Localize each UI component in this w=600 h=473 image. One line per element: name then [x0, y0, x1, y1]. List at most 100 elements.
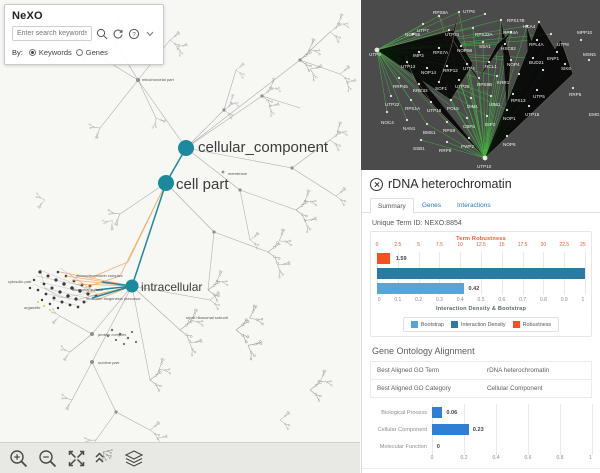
svg-text:RPS8A: RPS8A	[433, 10, 449, 15]
gene-label-utp10: UTP10	[477, 164, 492, 169]
by-label: By:	[12, 48, 23, 57]
tab-genes[interactable]: Genes	[421, 202, 441, 209]
svg-text:NOP14: NOP14	[421, 70, 437, 75]
best-aligned-go-term-key: Best Aligned GO Term	[377, 367, 440, 374]
svg-text:RPS22A: RPS22A	[475, 32, 494, 37]
legend-swatch-interaction-density	[450, 321, 458, 328]
tree-nodes[interactable]	[90, 58, 302, 414]
search-mode-row[interactable]: By: Keywords Genes	[12, 48, 156, 57]
svg-text:EMG1: EMG1	[589, 112, 600, 117]
legend-swatch-bootstrap	[410, 321, 418, 328]
chart-plot-area: 1.59 0.42	[377, 252, 586, 295]
svg-text:RPS17B: RPS17B	[507, 18, 525, 23]
radio-genes[interactable]: Genes	[75, 48, 108, 57]
label-ribonucleoprotein-complex: ribonucleoprotein complex	[76, 273, 123, 278]
legend-item-bootstrap: Bootstrap	[410, 321, 444, 328]
svg-text:HSC82: HSC82	[501, 46, 516, 51]
label-cell-part: cell part	[176, 176, 229, 193]
svg-text:IMP3: IMP3	[413, 53, 424, 58]
go-bar-biological-process	[432, 407, 442, 418]
go-label-molecular-function: Molecular Function	[379, 443, 427, 450]
go-row-cellular-component: Cellular Component 0.23	[370, 421, 592, 438]
radio-keywords-label: Keywords	[38, 48, 72, 57]
svg-text:NOP56: NOP56	[405, 32, 421, 37]
node-cellular-component[interactable]	[178, 140, 194, 156]
zoom-out-icon[interactable]	[37, 448, 57, 468]
svg-text:SIK6: SIK6	[561, 66, 571, 71]
svg-text:SOF1: SOF1	[435, 86, 447, 91]
search-panel[interactable]: NeXO ? By: Keywor	[4, 4, 164, 65]
search-input[interactable]	[12, 26, 92, 41]
go-value-biological-process: 0.06	[446, 409, 458, 416]
label-protein-complex: protein complex	[97, 332, 127, 337]
svg-text:PWP2: PWP2	[461, 144, 474, 149]
bar-robustness-value: 1.59	[395, 255, 407, 262]
layers-icon[interactable]	[124, 448, 144, 468]
svg-text:NOC4: NOC4	[381, 120, 394, 125]
svg-text:UTP5: UTP5	[533, 94, 545, 99]
svg-text:UTP21: UTP21	[445, 32, 460, 37]
node-cell-part[interactable]	[158, 175, 174, 191]
chart-legend: Bootstrap Interaction Density Robustness	[403, 317, 559, 332]
tree-toolbar[interactable]	[0, 442, 360, 473]
bar-bootstrap	[377, 283, 465, 294]
go-row-biological-process: Biological Process 0.06	[370, 404, 592, 421]
detail-tabs[interactable]: Summary Genes Interactions	[362, 194, 600, 213]
node-intracellular[interactable]	[125, 279, 139, 293]
svg-text:RRP9: RRP9	[439, 148, 452, 153]
legend-item-robustness: Robustness	[512, 321, 551, 328]
radio-genes-dot[interactable]	[75, 49, 83, 56]
tree-major-labels: cellular_component cell part intracellul…	[141, 139, 329, 294]
highlighted-nodes[interactable]	[125, 140, 195, 293]
gene-network-svg[interactable]: UTP9 UTP10 RPS8A UTP6 RPS17B UTP7 NOP56 …	[361, 0, 600, 170]
ontology-tree-svg[interactable]: cellular_component cell part intracellul…	[0, 0, 360, 473]
svg-text:NOP58: NOP58	[457, 48, 473, 53]
svg-text:UTP13: UTP13	[401, 64, 416, 69]
svg-text:RRP5: RRP5	[569, 92, 582, 97]
go-label-biological-process: Biological Process	[381, 409, 427, 416]
svg-text:RRP45: RRP45	[393, 84, 408, 89]
bar-row-bootstrap: 0.42	[377, 282, 585, 295]
go-category-chart: Biological Process 0.06 Cellular Compone…	[370, 404, 593, 464]
network-nodes[interactable]	[374, 10, 591, 161]
search-row[interactable]: ?	[12, 26, 156, 41]
svg-text:RPS9B: RPS9B	[477, 82, 492, 87]
svg-text:SSB1: SSB1	[413, 146, 425, 151]
tab-summary[interactable]: Summary	[370, 198, 414, 213]
legend-item-interaction-density: Interaction Density	[450, 321, 506, 328]
collapse-all-icon[interactable]	[95, 448, 115, 468]
help-icon[interactable]: ?	[127, 27, 140, 40]
svg-text:UTP7: UTP7	[417, 28, 429, 33]
radio-keywords[interactable]: Keywords	[28, 48, 72, 57]
go-chart-axis: 0 0.2 0.4 0.6 0.8 1	[430, 455, 592, 461]
zoom-in-icon[interactable]	[8, 448, 28, 468]
label-organelle: organelle	[24, 305, 41, 310]
bar-row-robustness: 1.59	[377, 252, 585, 265]
label-nuclear-part: nuclear part	[98, 360, 120, 365]
radio-keywords-dot[interactable]	[28, 49, 36, 56]
tab-interactions[interactable]: Interactions	[456, 202, 491, 209]
tree-minor-labels: mitochondrial part membrane protein comp…	[8, 77, 248, 365]
collapse-icon[interactable]	[143, 27, 156, 40]
svg-text:BMS1: BMS1	[423, 130, 436, 135]
gene-network-view[interactable]: UTP9 UTP10 RPS8A UTP6 RPS17B UTP7 NOP56 …	[361, 0, 600, 170]
svg-text:HCA4: HCA4	[523, 24, 536, 29]
term-id: Unique Term ID: NEXO:8854	[372, 220, 462, 227]
svg-text:RRP12: RRP12	[443, 68, 458, 73]
search-icon[interactable]	[95, 27, 108, 40]
svg-text:RPS7A: RPS7A	[433, 50, 449, 55]
svg-text:UTP4: UTP4	[463, 66, 475, 71]
refresh-icon[interactable]	[111, 27, 124, 40]
bar-bootstrap-value: 0.42	[468, 285, 480, 292]
label-membrane: membrane	[228, 171, 248, 176]
label-ribosomal-subunit: ribosomal subunit	[72, 287, 104, 292]
network-gene-labels: UTP9 UTP10 RPS8A UTP6 RPS17B UTP7 NOP56 …	[369, 9, 600, 169]
label-cellular-component: cellular_component	[198, 139, 329, 156]
biological-process-title: Biological Process	[362, 468, 600, 473]
svg-text:RPS1A: RPS1A	[405, 106, 421, 111]
fit-screen-icon[interactable]	[66, 448, 86, 468]
close-icon[interactable]	[370, 177, 383, 191]
ontology-tree-view[interactable]: cellular_component cell part intracellul…	[0, 0, 360, 473]
term-detail-panel[interactable]: rDNA heterochromatin Summary Genes Inter…	[361, 170, 600, 473]
